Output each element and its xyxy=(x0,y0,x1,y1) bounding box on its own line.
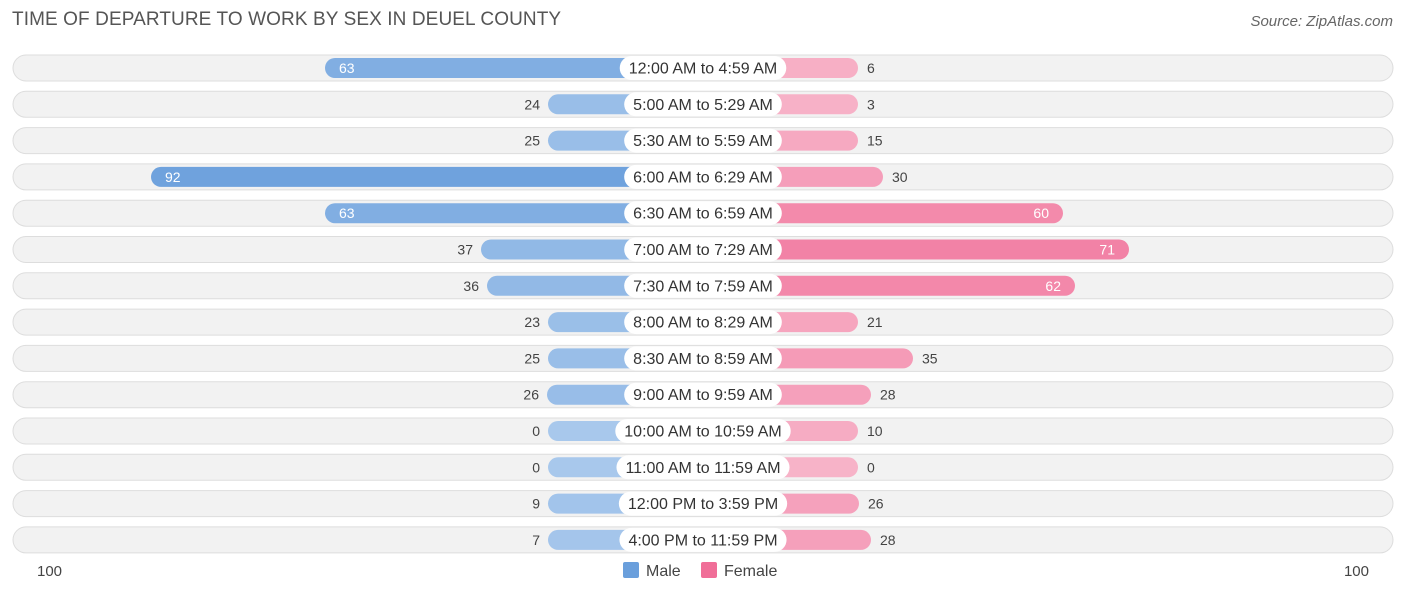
female-value-label: 0 xyxy=(867,459,875,475)
female-value-label: 28 xyxy=(880,532,896,548)
axis-right-label: 100 xyxy=(1344,563,1369,580)
category-label-pill xyxy=(619,527,787,552)
category-label: 9:00 AM to 9:59 AM xyxy=(633,387,773,404)
female-value-label: 30 xyxy=(892,169,908,185)
category-label: 6:30 AM to 6:59 AM xyxy=(633,206,773,223)
category-label: 10:00 AM to 10:59 AM xyxy=(624,424,781,441)
male-value-label: 37 xyxy=(457,242,473,258)
legend-female-label: Female xyxy=(724,563,777,580)
category-label: 4:00 PM to 11:59 PM xyxy=(628,532,777,549)
male-value-label: 25 xyxy=(524,133,540,149)
male-bar xyxy=(325,203,703,224)
female-value-label: 28 xyxy=(880,387,896,403)
category-label-pill xyxy=(615,419,791,443)
female-value-label: 6 xyxy=(867,60,875,76)
legend-male-swatch xyxy=(623,562,639,578)
category-label: 12:00 AM to 4:59 AM xyxy=(629,61,778,78)
female-bar xyxy=(703,239,1129,260)
female-value-label: 3 xyxy=(867,96,875,112)
category-label-pill xyxy=(624,128,782,153)
chart-title: TIME OF DEPARTURE TO WORK BY SEX IN DEUE… xyxy=(12,9,562,30)
male-bar xyxy=(325,58,703,78)
category-label: 7:00 AM to 7:29 AM xyxy=(633,242,773,259)
male-value-label: 92 xyxy=(165,169,181,185)
female-value-label: 60 xyxy=(1033,205,1049,221)
category-label: 11:00 AM to 11:59 AM xyxy=(625,460,780,477)
male-value-label: 9 xyxy=(532,496,540,512)
female-value-label: 15 xyxy=(867,133,883,149)
category-label-pill xyxy=(624,92,782,117)
category-label: 8:00 AM to 8:29 AM xyxy=(633,315,773,332)
chart-source: Source: ZipAtlas.com xyxy=(1250,13,1393,30)
category-label-pill xyxy=(619,56,787,80)
male-bar xyxy=(151,166,703,187)
male-value-label: 23 xyxy=(524,314,540,330)
category-label: 5:30 AM to 5:59 AM xyxy=(633,133,773,150)
category-label-pill xyxy=(624,237,782,262)
male-value-label: 0 xyxy=(532,423,540,439)
male-value-label: 25 xyxy=(524,350,540,366)
female-bar xyxy=(703,275,1075,296)
male-value-label: 26 xyxy=(523,387,539,403)
female-value-label: 21 xyxy=(867,314,883,330)
category-label: 5:00 AM to 5:29 AM xyxy=(633,97,773,114)
axis-left-label: 100 xyxy=(37,563,62,580)
female-bar xyxy=(703,203,1063,224)
male-value-label: 24 xyxy=(524,96,540,112)
female-value-label: 26 xyxy=(868,496,884,512)
female-value-label: 10 xyxy=(867,423,883,439)
female-value-label: 62 xyxy=(1045,278,1061,294)
female-value-label: 71 xyxy=(1099,242,1115,258)
female-value-label: 35 xyxy=(922,350,938,366)
category-label-pill xyxy=(616,455,790,480)
category-label-pill xyxy=(624,164,782,189)
category-label-pill xyxy=(624,346,782,371)
male-value-label: 36 xyxy=(463,278,479,294)
category-label-pill xyxy=(624,310,782,335)
category-label-pill xyxy=(618,491,788,516)
category-label: 6:00 AM to 6:29 AM xyxy=(633,169,773,186)
category-label: 7:30 AM to 7:59 AM xyxy=(633,278,773,295)
male-value-label: 63 xyxy=(339,205,355,221)
category-label-pill xyxy=(624,273,782,298)
male-value-label: 7 xyxy=(532,532,540,548)
male-value-label: 0 xyxy=(532,459,540,475)
legend-female-swatch xyxy=(701,562,717,578)
category-label: 8:30 AM to 8:59 AM xyxy=(633,351,773,368)
legend-male-label: Male xyxy=(646,563,681,580)
category-label: 12:00 PM to 3:59 PM xyxy=(628,496,778,513)
category-label-pill xyxy=(624,201,782,226)
category-label-pill xyxy=(624,382,782,407)
male-value-label: 63 xyxy=(339,60,355,76)
